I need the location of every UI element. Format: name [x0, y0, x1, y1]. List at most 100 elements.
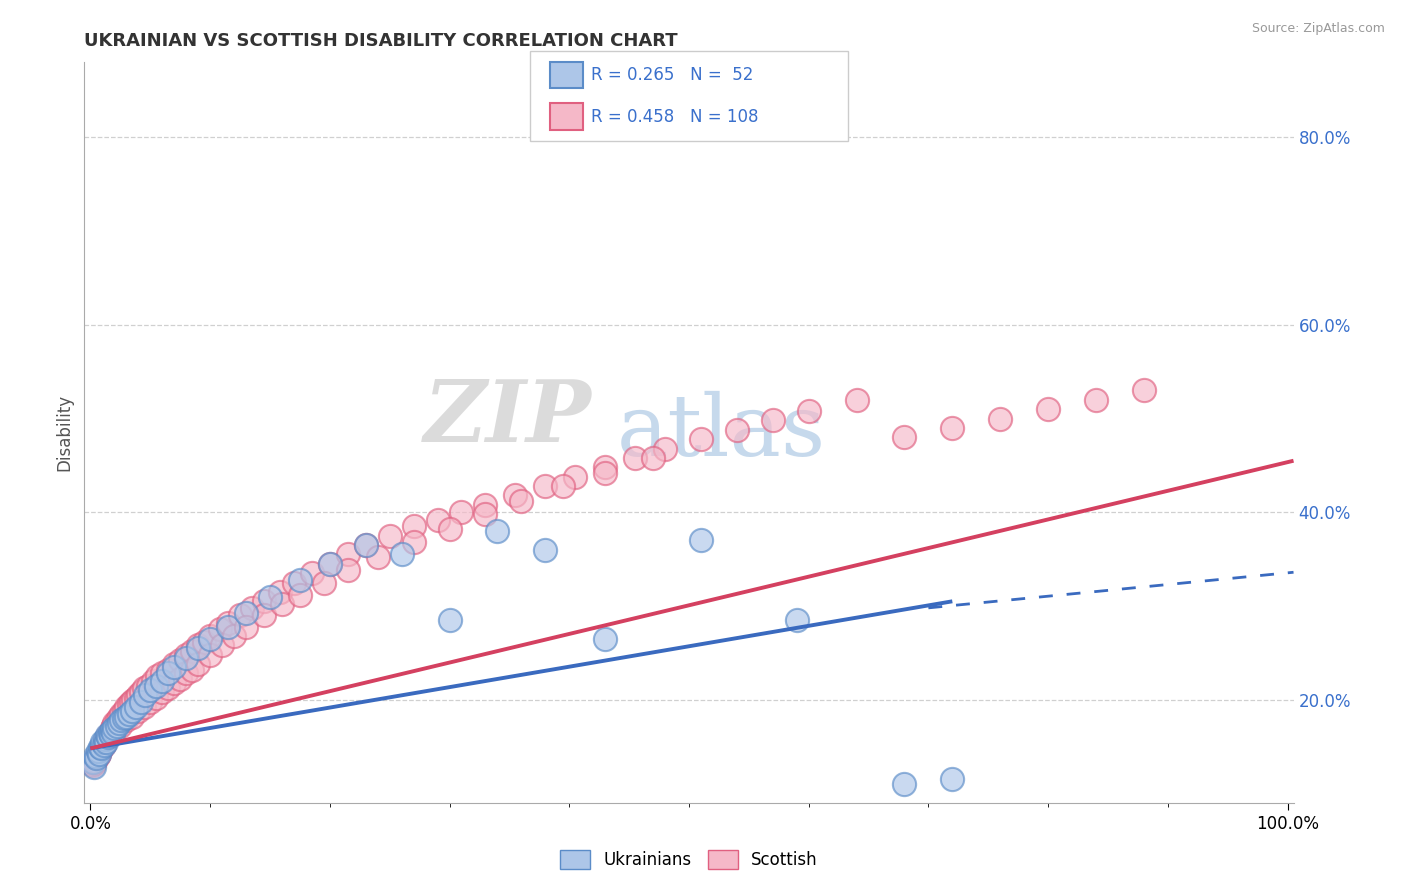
Point	[127, 704, 149, 718]
Point	[1085, 392, 1108, 407]
Point	[725, 423, 748, 437]
Point	[91, 735, 114, 749]
Point	[378, 529, 401, 543]
Point	[89, 744, 111, 758]
Point	[624, 450, 647, 465]
Point	[125, 700, 148, 714]
Point	[439, 613, 461, 627]
Point	[217, 619, 239, 633]
Point	[125, 690, 148, 705]
Point	[336, 563, 359, 577]
Point	[150, 666, 173, 681]
Point	[198, 629, 221, 643]
Point	[120, 695, 142, 709]
Point	[145, 679, 167, 693]
Point	[90, 741, 112, 756]
Point	[510, 494, 533, 508]
Point	[93, 738, 115, 752]
Point	[121, 709, 143, 723]
Point	[87, 747, 110, 761]
Point	[269, 585, 291, 599]
Point	[259, 590, 281, 604]
Point	[288, 573, 311, 587]
Point	[112, 711, 135, 725]
Point	[112, 704, 135, 718]
Point	[553, 479, 575, 493]
Point	[174, 648, 197, 662]
Y-axis label: Disability: Disability	[55, 394, 73, 471]
Point	[150, 673, 173, 688]
Point	[474, 498, 496, 512]
Point	[312, 575, 335, 590]
Point	[391, 548, 413, 562]
Point	[198, 632, 221, 646]
Point	[534, 479, 557, 493]
Point	[240, 600, 263, 615]
Point	[136, 679, 159, 693]
Point	[450, 505, 472, 519]
Text: UKRAINIAN VS SCOTTISH DISABILITY CORRELATION CHART: UKRAINIAN VS SCOTTISH DISABILITY CORRELA…	[84, 32, 678, 50]
Point	[941, 421, 963, 435]
Point	[103, 721, 125, 735]
Point	[96, 728, 118, 742]
Point	[110, 706, 132, 721]
Point	[187, 641, 209, 656]
Text: R = 0.265   N =  52: R = 0.265 N = 52	[591, 66, 752, 84]
Point	[474, 507, 496, 521]
Point	[690, 533, 713, 548]
Point	[235, 607, 257, 621]
Point	[253, 608, 276, 623]
Point	[593, 466, 616, 480]
Point	[235, 619, 257, 633]
Point	[845, 392, 868, 407]
Point	[534, 542, 557, 557]
Point	[108, 709, 131, 723]
Point	[641, 450, 664, 465]
Point	[98, 725, 121, 739]
Point	[426, 513, 449, 527]
Point	[118, 706, 141, 721]
Point	[129, 685, 152, 699]
Point	[82, 755, 104, 769]
Text: ZIP: ZIP	[425, 376, 592, 459]
Point	[564, 469, 586, 483]
Point	[146, 669, 169, 683]
Point	[1133, 384, 1156, 398]
Point	[354, 538, 377, 552]
Point	[181, 644, 204, 658]
Point	[169, 672, 191, 686]
Point	[86, 751, 108, 765]
Point	[101, 721, 124, 735]
Point	[169, 653, 191, 667]
Point	[84, 748, 107, 763]
Point	[90, 741, 112, 756]
Point	[593, 632, 616, 646]
Point	[988, 411, 1011, 425]
Text: Source: ZipAtlas.com: Source: ZipAtlas.com	[1251, 22, 1385, 36]
Point	[97, 728, 120, 742]
Point	[86, 748, 108, 763]
Point	[157, 681, 180, 696]
Point	[93, 738, 115, 752]
Point	[103, 723, 125, 737]
Point	[115, 700, 138, 714]
Point	[101, 725, 124, 739]
Point	[319, 557, 342, 571]
Point	[187, 657, 209, 672]
Point	[87, 747, 110, 761]
Point	[93, 732, 115, 747]
Point	[163, 657, 186, 672]
Point	[253, 594, 276, 608]
Point	[83, 756, 105, 771]
Point	[163, 660, 186, 674]
Point	[187, 638, 209, 652]
Point	[100, 728, 122, 742]
Point	[89, 739, 111, 754]
Point	[86, 751, 108, 765]
Point	[270, 597, 292, 611]
Point	[319, 557, 342, 571]
Point	[762, 413, 785, 427]
Point	[134, 688, 156, 702]
Text: atlas: atlas	[616, 391, 825, 475]
Point	[142, 673, 165, 688]
